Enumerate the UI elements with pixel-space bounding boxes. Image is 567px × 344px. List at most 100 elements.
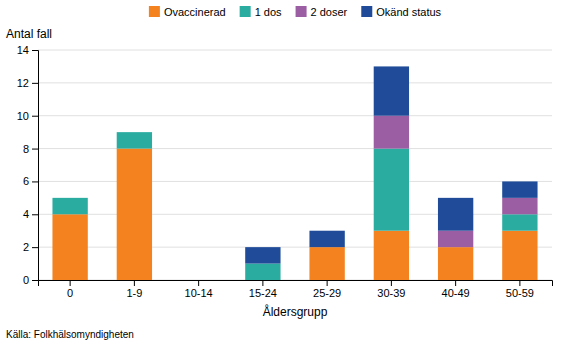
x-axis-line xyxy=(39,281,553,287)
x-tick-label: 10-14 xyxy=(185,287,213,299)
y-tick: 10 xyxy=(17,110,38,122)
y-tick-label: 12 xyxy=(17,77,29,89)
y-tick-label: 8 xyxy=(23,143,29,155)
y-tick: 12 xyxy=(17,77,38,89)
y-axis-line xyxy=(32,51,39,281)
y-tick-label: 0 xyxy=(23,274,29,286)
y-axis: 0 2 4 6 8 10 12 14 xyxy=(17,44,39,286)
legend-label: 2 doser xyxy=(311,6,348,18)
y-tick-label: 4 xyxy=(23,208,29,220)
chart: 0 2 4 6 8 10 12 14 0 1-9 10-14 15-24 25-29 30-39 40-49… xyxy=(0,0,567,344)
x-tick-mark xyxy=(327,280,328,286)
y-tick-mark xyxy=(32,280,38,281)
x-label: Åldersgrupp xyxy=(263,304,328,319)
x-tick-label: 50-59 xyxy=(506,287,534,299)
bar-segment xyxy=(52,198,87,214)
bar-segment xyxy=(117,132,152,133)
x-tick-label: 0 xyxy=(67,287,73,299)
x-tick: 0 xyxy=(67,280,73,299)
bar-segment xyxy=(502,214,537,230)
x-tick-label: 40-49 xyxy=(442,287,470,299)
x-tick-mark xyxy=(198,280,199,286)
x-tick-mark xyxy=(262,280,263,286)
bar-segment xyxy=(438,247,473,280)
y-tick: 14 xyxy=(17,44,38,56)
x-tick-mark xyxy=(391,280,392,286)
x-tick-mark xyxy=(134,280,135,286)
bar-segment xyxy=(117,132,152,148)
legend-swatch xyxy=(296,6,307,17)
bar-segment xyxy=(52,197,87,198)
bar-segment xyxy=(181,280,216,281)
legend-swatch xyxy=(149,6,160,17)
x-tick-mark xyxy=(70,280,71,286)
grid-line xyxy=(38,115,552,116)
legend-label: 1 dos xyxy=(255,6,282,18)
bar-segment xyxy=(309,231,344,247)
grid-line xyxy=(38,247,552,248)
y-tick-mark xyxy=(32,214,38,215)
legend-label: Okänd status xyxy=(376,6,441,18)
bar-segment xyxy=(245,264,280,280)
legend: Ovaccinerad 1 dos 2 doser Okänd status xyxy=(149,6,442,18)
grid-line xyxy=(38,181,552,182)
bar-segment xyxy=(374,149,409,231)
bar-segment xyxy=(117,132,152,133)
x-tick-label: 1-9 xyxy=(126,287,142,299)
y-tick-label: 14 xyxy=(17,44,29,56)
x-tick-mark xyxy=(455,280,456,286)
grid-line xyxy=(38,148,552,149)
legend-swatch xyxy=(361,6,372,17)
bar-segment xyxy=(309,247,344,280)
bar-segment xyxy=(374,66,409,115)
y-tick: 0 xyxy=(23,274,38,286)
x-tick: 10-14 xyxy=(185,280,213,299)
y-tick-label: 6 xyxy=(23,175,29,187)
y-tick-mark xyxy=(32,83,38,84)
x-tick-label: 30-39 xyxy=(377,287,405,299)
bar-segment xyxy=(438,231,473,247)
bar-segment xyxy=(52,214,87,280)
y-tick-mark xyxy=(32,181,38,182)
x-tick: 1-9 xyxy=(126,280,142,299)
bars xyxy=(52,66,537,280)
x-tick: 15-24 xyxy=(249,280,277,299)
bar-segment xyxy=(181,280,216,281)
x-axis: 0 1-9 10-14 15-24 25-29 30-39 40-49 50-59 xyxy=(39,280,553,299)
x-tick: 25-29 xyxy=(313,280,341,299)
legend-item: Okänd status xyxy=(361,6,441,18)
bar-segment xyxy=(52,197,87,198)
legend-item: 2 doser xyxy=(296,6,348,18)
y-tick-mark xyxy=(32,149,38,150)
bar-segment xyxy=(502,198,537,214)
bar-segment xyxy=(117,149,152,280)
y-label: Antal fall xyxy=(6,27,52,41)
bar-series xyxy=(374,116,538,247)
y-tick-label: 2 xyxy=(23,241,29,253)
legend-item: Ovaccinerad xyxy=(149,6,226,18)
bar-segment xyxy=(374,231,409,280)
x-tick-label: 15-24 xyxy=(249,287,277,299)
bar-segment xyxy=(438,198,473,231)
grid-line xyxy=(38,50,552,51)
legend-swatch xyxy=(240,6,251,17)
x-tick: 50-59 xyxy=(506,280,534,299)
y-tick-label: 10 xyxy=(17,110,29,122)
bar-segment xyxy=(181,280,216,281)
bar-series xyxy=(52,149,537,280)
source-note: Källa: Folkhälsomyndigheten xyxy=(6,329,134,340)
bar-segment xyxy=(181,280,216,281)
grid-line xyxy=(38,214,552,215)
y-tick: 4 xyxy=(23,208,38,220)
x-tick-label: 25-29 xyxy=(313,287,341,299)
grid xyxy=(38,50,552,280)
bar-series xyxy=(245,66,537,263)
bar-series xyxy=(52,132,537,280)
x-tick: 40-49 xyxy=(442,280,470,299)
bar-segment xyxy=(245,247,280,263)
grid-line xyxy=(38,82,552,83)
bar-segment xyxy=(502,181,537,197)
plot: 0 2 4 6 8 10 12 14 0 1-9 10-14 15-24 25-29 30-39 40-49… xyxy=(17,44,553,299)
legend-item: 1 dos xyxy=(240,6,282,18)
x-tick-mark xyxy=(519,280,520,286)
